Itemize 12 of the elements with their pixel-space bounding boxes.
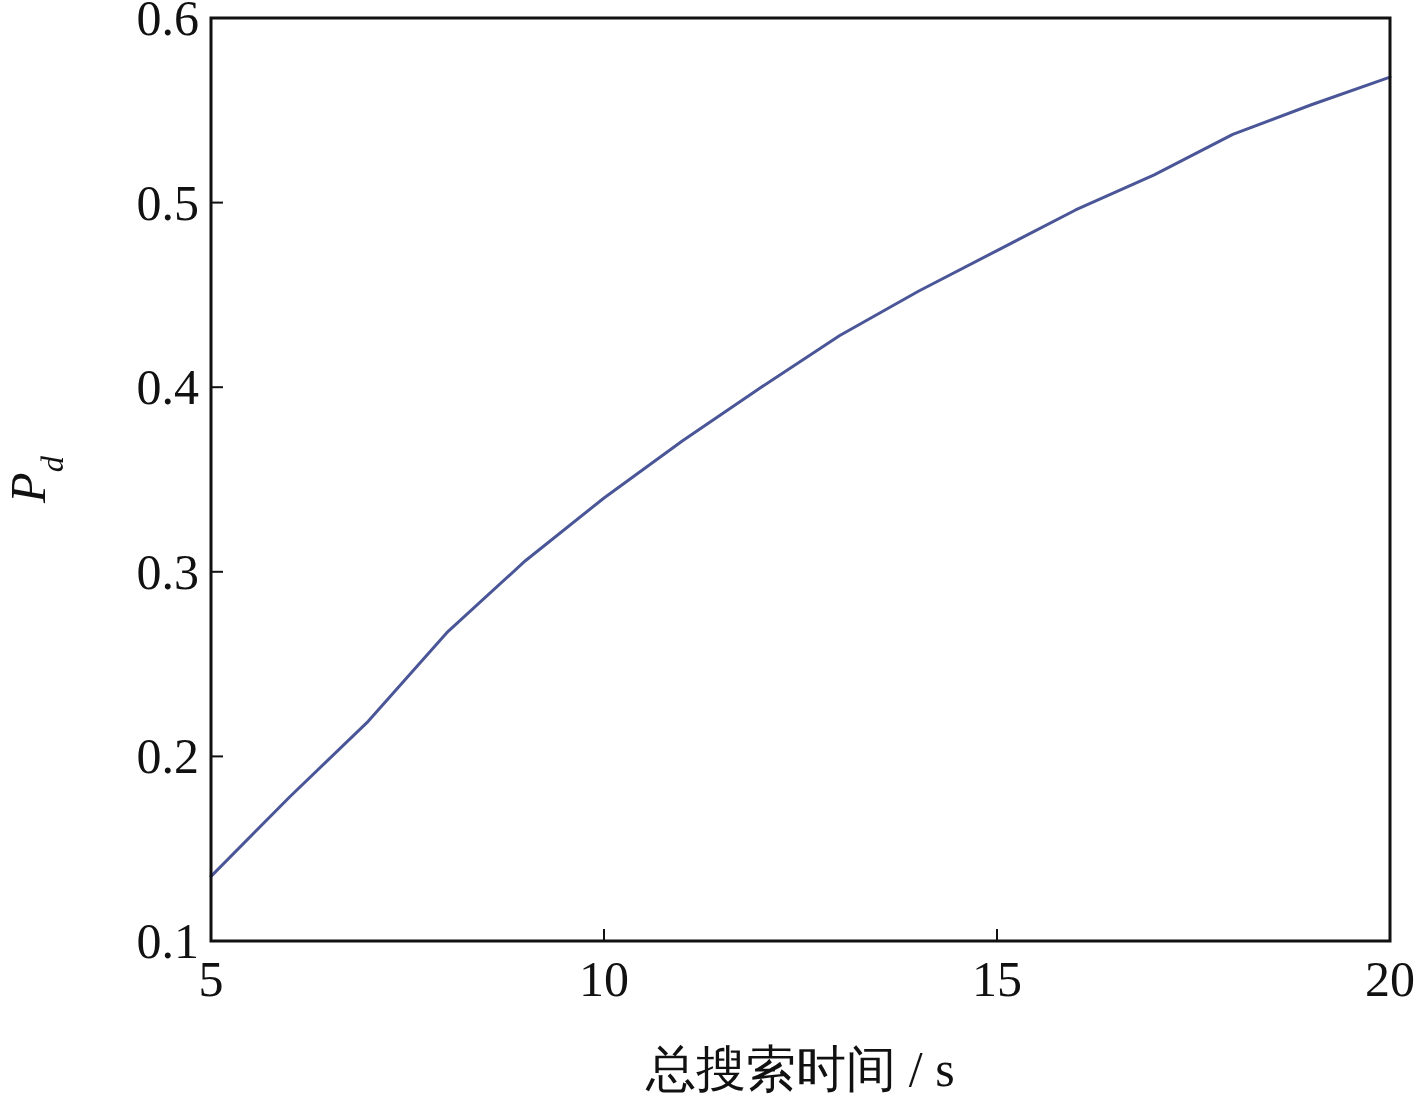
y-tick-label: 0.4 [136,359,199,416]
x-tick-label: 15 [972,951,1022,1007]
y-tick-label: 0.6 [136,0,199,46]
y-tick-label: 0.5 [136,174,199,231]
x-tick-label: 20 [1365,951,1415,1007]
x-axis-title: 总搜索时间 / s [645,1041,955,1097]
x-tick-label: 10 [579,951,629,1007]
y-tick-label: 0.3 [136,543,199,600]
y-tick-label: 0.1 [136,913,199,969]
y-tick-label: 0.2 [136,728,199,785]
line-series [209,75,1392,878]
x-tick-label: 5 [198,951,224,1007]
